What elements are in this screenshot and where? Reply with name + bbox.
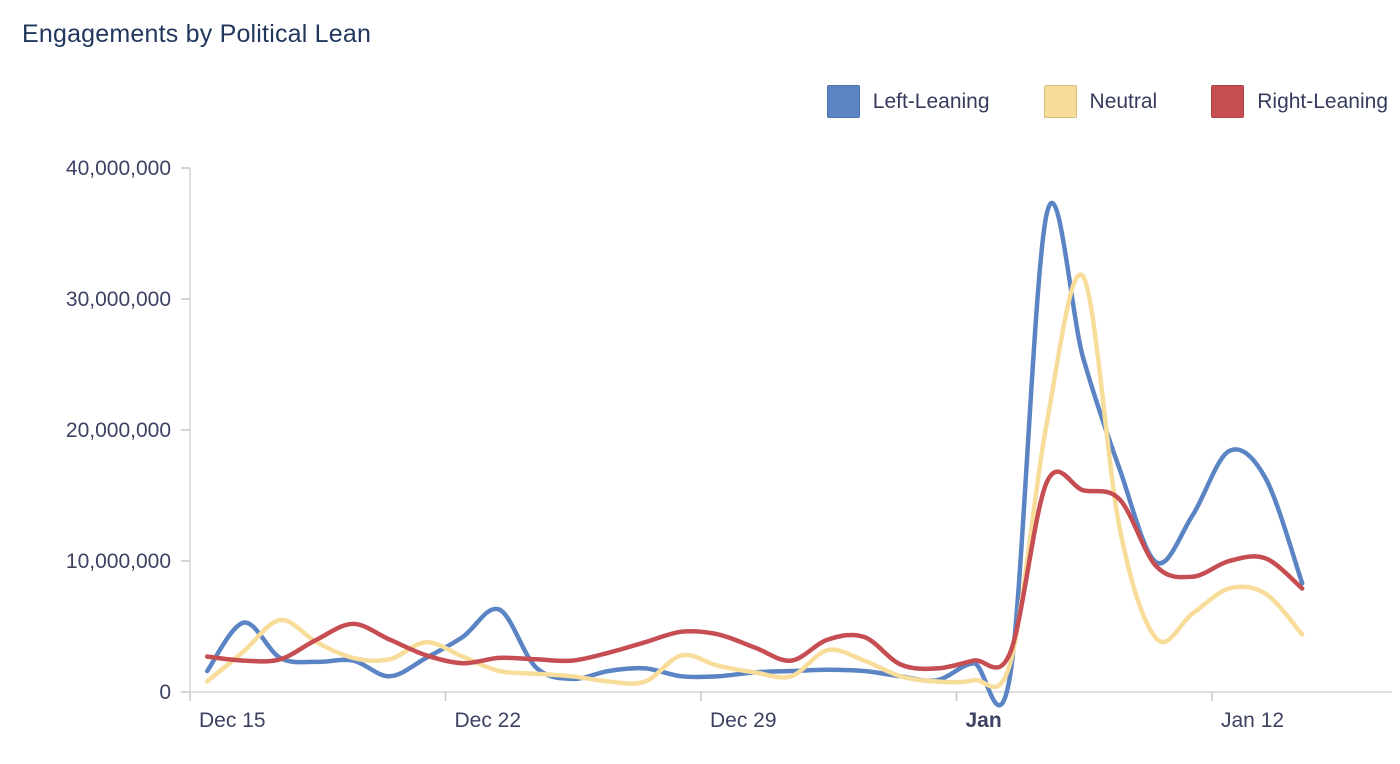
legend-item-left-leaning[interactable]: Left-Leaning <box>826 85 990 118</box>
legend-label-left-leaning: Left-Leaning <box>872 89 990 113</box>
x-axis-tick-label: Jan <box>966 709 1002 732</box>
y-axis-tick-label: 40,000,000 <box>66 157 171 180</box>
x-axis-tick-label: Dec 15 <box>199 709 266 732</box>
legend-item-neutral[interactable]: Neutral <box>1043 85 1158 118</box>
legend-label-right-leaning: Right-Leaning <box>1257 89 1388 113</box>
series-line-neutral[interactable] <box>204 272 1305 690</box>
x-axis-tick-label: Jan 12 <box>1221 709 1284 732</box>
chart-legend: Left-Leaning Neutral Right-Leaning <box>826 85 1388 118</box>
chart-title: Engagements by Political Lean <box>22 20 372 48</box>
y-axis-tick-label: 20,000,000 <box>66 419 171 442</box>
series-line-left-leaning[interactable] <box>204 200 1305 708</box>
series-line-right-leaning[interactable] <box>204 469 1305 672</box>
legend-swatch-left-leaning <box>826 85 860 118</box>
x-axis-tick-label: Dec 22 <box>455 709 522 732</box>
y-axis-tick-label: 10,000,000 <box>66 550 171 573</box>
legend-swatch-neutral <box>1043 85 1077 118</box>
y-axis-tick-label: 30,000,000 <box>66 288 171 311</box>
legend-label-neutral: Neutral <box>1089 89 1158 113</box>
legend-swatch-right-leaning <box>1211 85 1245 118</box>
x-axis-tick-label: Dec 29 <box>710 709 777 732</box>
y-axis-tick-label: 0 <box>159 681 171 704</box>
legend-item-right-leaning[interactable]: Right-Leaning <box>1211 85 1388 118</box>
